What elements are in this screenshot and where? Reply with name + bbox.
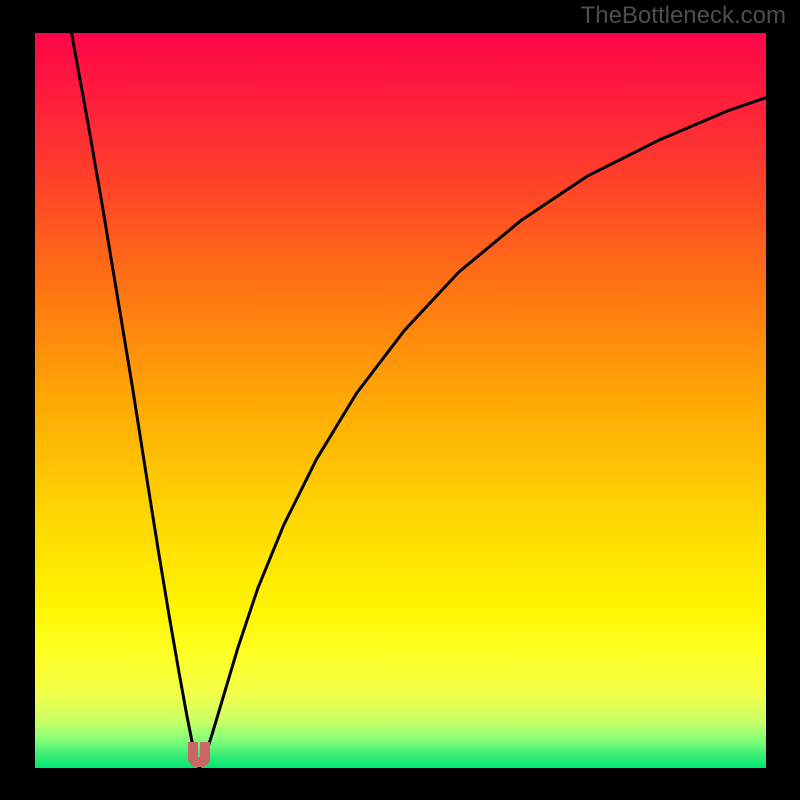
right-curve — [199, 98, 766, 768]
attribution-text: TheBottleneck.com — [581, 2, 786, 30]
optimum-marker — [188, 742, 211, 766]
left-curve — [72, 33, 200, 768]
curves-layer — [35, 33, 766, 768]
chart-stage: TheBottleneck.com — [0, 0, 800, 800]
plot-area — [35, 33, 766, 768]
